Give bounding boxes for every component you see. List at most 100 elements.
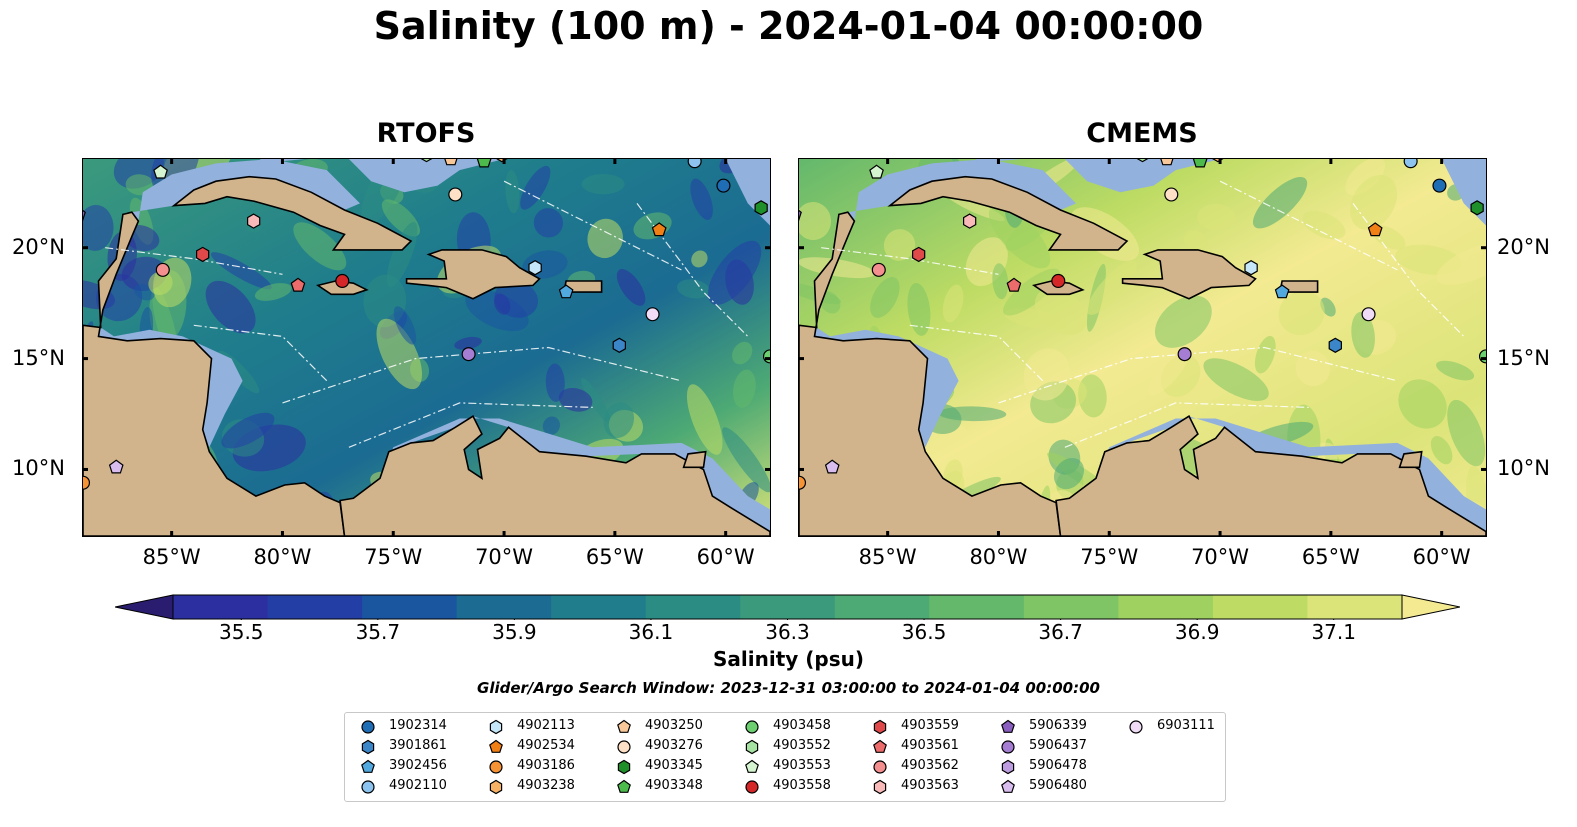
- map-cmems: [798, 158, 1487, 537]
- legend-marker-4903552: [745, 739, 759, 755]
- land-centralAmerica: [83, 211, 346, 536]
- float-marker-4903553: [153, 164, 168, 179]
- float-marker-4903276: [1164, 187, 1179, 202]
- lon-tick-label: 85°W: [142, 545, 201, 569]
- lon-tick-label: 80°W: [253, 545, 312, 569]
- float-marker-4903348: [476, 159, 492, 168]
- lat-tick-label-left: 15°N: [12, 345, 65, 370]
- legend-marker-4902534: [489, 739, 503, 753]
- colorbar-segment: [1118, 595, 1214, 619]
- legend-marker-4903348: [617, 779, 631, 793]
- legend-label: 4903561: [901, 738, 959, 753]
- legend-label: 5906480: [1029, 778, 1087, 793]
- float-marker-4902534: [651, 222, 667, 237]
- colorbar-tick-label: 35.5: [219, 620, 264, 644]
- land-southAmerica: [1055, 415, 1486, 536]
- lon-tick-label: 85°W: [858, 545, 917, 569]
- float-marker-6903111: [1361, 307, 1376, 322]
- legend-marker-4903561: [873, 739, 887, 753]
- float-marker-4902110: [1403, 159, 1418, 169]
- legend-label: 4902113: [517, 718, 575, 733]
- colorbar-segment: [1307, 595, 1403, 619]
- lat-tick-label-left: 10°N: [12, 456, 65, 481]
- legend-label: 4902110: [389, 778, 447, 793]
- colorbar-extend-high: [1401, 594, 1461, 620]
- colorbar-tick-label: 36.9: [1174, 620, 1220, 644]
- colorbar-label: Salinity (psu): [712, 647, 864, 671]
- land-cuba: [887, 175, 1129, 251]
- colorbar-segment: [551, 595, 647, 619]
- shelf-area-2: [260, 159, 505, 193]
- legend-label: 5906339: [1029, 718, 1087, 733]
- colorbar-segment: [1212, 595, 1308, 619]
- legend-label: 4903562: [901, 758, 959, 773]
- legend-marker-3901861: [361, 739, 375, 755]
- lon-tick-label: 65°W: [585, 545, 644, 569]
- lat-tick-label-right: 15°N: [1497, 345, 1550, 370]
- legend-marker-4902110: [361, 780, 375, 794]
- float-marker-4903552: [1136, 159, 1149, 163]
- colorbar-segment: [456, 595, 552, 619]
- legend-marker-5906437: [1001, 740, 1015, 754]
- lon-tick-label: 70°W: [1191, 545, 1250, 569]
- legend-label: 4903552: [773, 738, 831, 753]
- shelf-area-3: [1096, 416, 1486, 532]
- legend-label: 5906437: [1029, 738, 1087, 753]
- float-marker-4902113: [1244, 260, 1258, 276]
- float-marker-4903559: [196, 246, 210, 263]
- land-hispaniola: [405, 249, 541, 300]
- colorbar-segment: [834, 595, 930, 619]
- float-marker-4903276: [448, 187, 463, 202]
- legend-label: 4902534: [517, 738, 575, 753]
- float-marker-4903563: [963, 213, 977, 229]
- float-marker-4903345: [754, 200, 768, 216]
- legend-label: 4903250: [645, 718, 703, 733]
- legend-marker-4903458: [745, 720, 759, 734]
- land-centralAmerica: [799, 211, 1062, 536]
- colorbar-segment: [173, 595, 269, 619]
- shelf-area-2: [976, 159, 1221, 193]
- legend-label: 4903276: [645, 738, 703, 753]
- legend-marker-5906480: [1001, 779, 1015, 793]
- land-puertoRico: [1278, 280, 1319, 293]
- colorbar-tick-label: 35.7: [355, 620, 401, 644]
- float-marker-5906339: [83, 209, 86, 221]
- float-legend: 1902314 3901861 3902456 4902110 4902113 49025…: [344, 712, 1226, 802]
- legend-marker-5906478: [1001, 759, 1015, 775]
- shelf-area-1: [847, 159, 1076, 222]
- colorbar-tick-label: 36.7: [1038, 620, 1083, 644]
- float-marker-5906437: [1177, 347, 1192, 362]
- float-marker-4902113: [528, 260, 542, 276]
- lon-tick-label: 75°W: [364, 545, 423, 569]
- legend-marker-4902113: [489, 719, 503, 735]
- legend-label: 4903558: [773, 778, 831, 793]
- lat-tick-label-right: 10°N: [1497, 456, 1550, 481]
- legend-label: 4903348: [645, 778, 703, 793]
- lon-tick-label: 75°W: [1080, 545, 1139, 569]
- float-marker-6903111: [645, 307, 660, 322]
- legend-label: 4903238: [517, 778, 575, 793]
- legend-marker-4903562: [873, 760, 887, 774]
- legend-marker-4903186: [489, 760, 503, 774]
- float-marker-1902314: [716, 178, 731, 193]
- land-trinidad: [1398, 450, 1423, 469]
- colorbar-extend-low: [114, 594, 174, 620]
- land-cuba: [171, 175, 413, 251]
- float-marker-5906480: [108, 459, 124, 474]
- legend-marker-6903111: [1129, 720, 1143, 734]
- float-marker-3902456: [558, 284, 574, 299]
- float-marker-4903559: [912, 246, 926, 263]
- legend-label: 6903111: [1157, 718, 1215, 733]
- float-marker-3901861: [612, 337, 626, 353]
- land-hispaniola: [1121, 249, 1257, 300]
- lon-tick-label: 65°W: [1301, 545, 1360, 569]
- legend-marker-1902314: [361, 720, 375, 734]
- float-marker-1902314: [1432, 178, 1447, 193]
- colorbar-tick-label: 35.9: [492, 620, 537, 644]
- shelf-area-1: [131, 159, 360, 222]
- float-marker-4903561: [290, 277, 306, 292]
- lon-tick-label: 60°W: [1412, 545, 1471, 569]
- search-window-note: Glider/Argo Search Window: 2023-12-31 03…: [477, 679, 1100, 697]
- legend-label: 1902314: [389, 718, 447, 733]
- land-trinidad: [682, 450, 707, 469]
